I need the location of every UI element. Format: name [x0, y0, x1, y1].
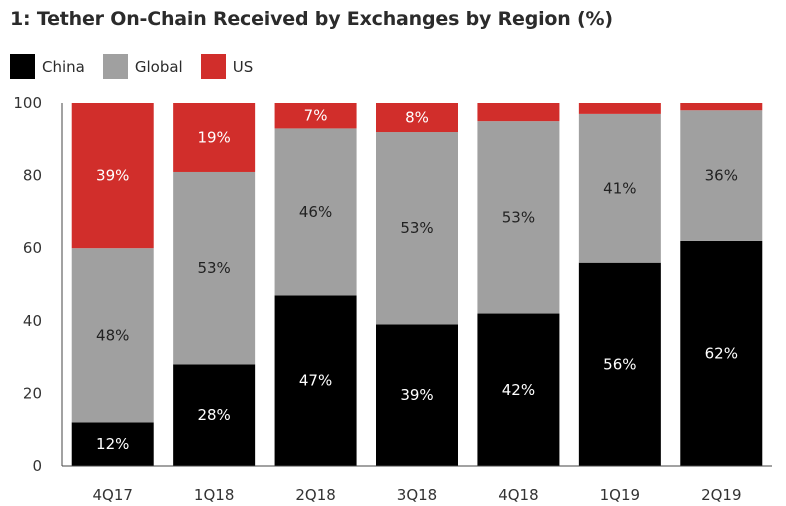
bar-us-1q19 [578, 103, 661, 114]
data-label-china-3q18: 39% [400, 386, 433, 404]
data-label-global-1q18: 53% [197, 259, 230, 277]
bar-us-2q19 [680, 103, 763, 111]
x-tick-label-2q19: 2Q19 [701, 486, 741, 504]
data-label-china-4q17: 12% [96, 435, 129, 453]
bar-global-3q18 [376, 132, 458, 325]
legend-swatch-us [200, 54, 226, 79]
legend-item-china: China [10, 54, 85, 79]
legend-label-global: Global [134, 57, 183, 76]
y-tick-label-80: 80 [23, 167, 42, 185]
x-tick-label-4q17: 4Q17 [92, 486, 132, 504]
bar-global-1q19 [578, 113, 661, 263]
chart-legend: China Global US [10, 54, 271, 79]
x-tick-label-1q19: 1Q19 [600, 486, 640, 504]
y-tick-label-40: 40 [23, 312, 42, 330]
y-tick-label-0: 0 [32, 457, 42, 475]
bar-china-1q18 [173, 364, 256, 466]
bar-us-2q18 [274, 103, 357, 129]
legend-item-global: Global [102, 54, 183, 79]
data-label-china-1q19: 56% [603, 355, 636, 373]
data-label-global-3q18: 53% [400, 219, 433, 237]
data-label-us-1q18: 19% [197, 128, 230, 146]
data-label-china-1q18: 28% [197, 406, 230, 424]
data-label-us-4q17: 39% [96, 167, 129, 185]
x-tick-label-4q18: 4Q18 [498, 486, 538, 504]
data-label-global-4q18: 53% [502, 208, 535, 226]
bar-china-1q19 [578, 262, 661, 466]
bar-global-1q18 [173, 171, 256, 365]
bar-us-4q17 [71, 103, 154, 249]
chart-title: 1: Tether On-Chain Received by Exchanges… [10, 8, 613, 30]
bar-global-4q17 [71, 248, 154, 423]
legend-swatch-china [10, 54, 35, 79]
bar-global-4q18 [477, 121, 560, 314]
legend-label-us: US [232, 57, 254, 76]
bar-china-2q19 [680, 240, 763, 466]
data-label-china-4q18: 42% [502, 381, 535, 399]
data-label-us-3q18: 8% [405, 109, 429, 127]
data-label-global-1q19: 41% [603, 179, 636, 197]
bar-china-2q18 [274, 295, 357, 466]
legend-label-china: China [42, 57, 85, 76]
data-label-china-2q18: 47% [299, 372, 332, 390]
bar-global-2q18 [274, 128, 357, 296]
legend-swatch-global [102, 54, 128, 79]
bar-us-4q18 [477, 103, 560, 122]
data-label-china-2q19: 62% [705, 344, 738, 362]
legend-item-us: US [200, 54, 254, 79]
x-tick-label-3q18: 3Q18 [397, 486, 437, 504]
y-tick-label-60: 60 [23, 239, 42, 257]
data-label-global-4q17: 48% [96, 326, 129, 344]
data-label-us-2q18: 7% [304, 107, 328, 125]
bar-us-3q18 [376, 103, 458, 133]
bar-china-4q18 [477, 313, 560, 466]
x-tick-label-2q18: 2Q18 [295, 486, 335, 504]
data-label-global-2q19: 36% [705, 167, 738, 185]
y-tick-label-100: 100 [13, 94, 42, 112]
bar-china-4q17 [71, 422, 154, 466]
bar-us-1q18 [173, 103, 256, 172]
y-tick-label-20: 20 [23, 384, 42, 402]
data-label-global-2q18: 46% [299, 203, 332, 221]
bar-global-2q19 [680, 110, 763, 241]
x-tick-label-1q18: 1Q18 [194, 486, 234, 504]
bar-china-3q18 [376, 324, 458, 466]
